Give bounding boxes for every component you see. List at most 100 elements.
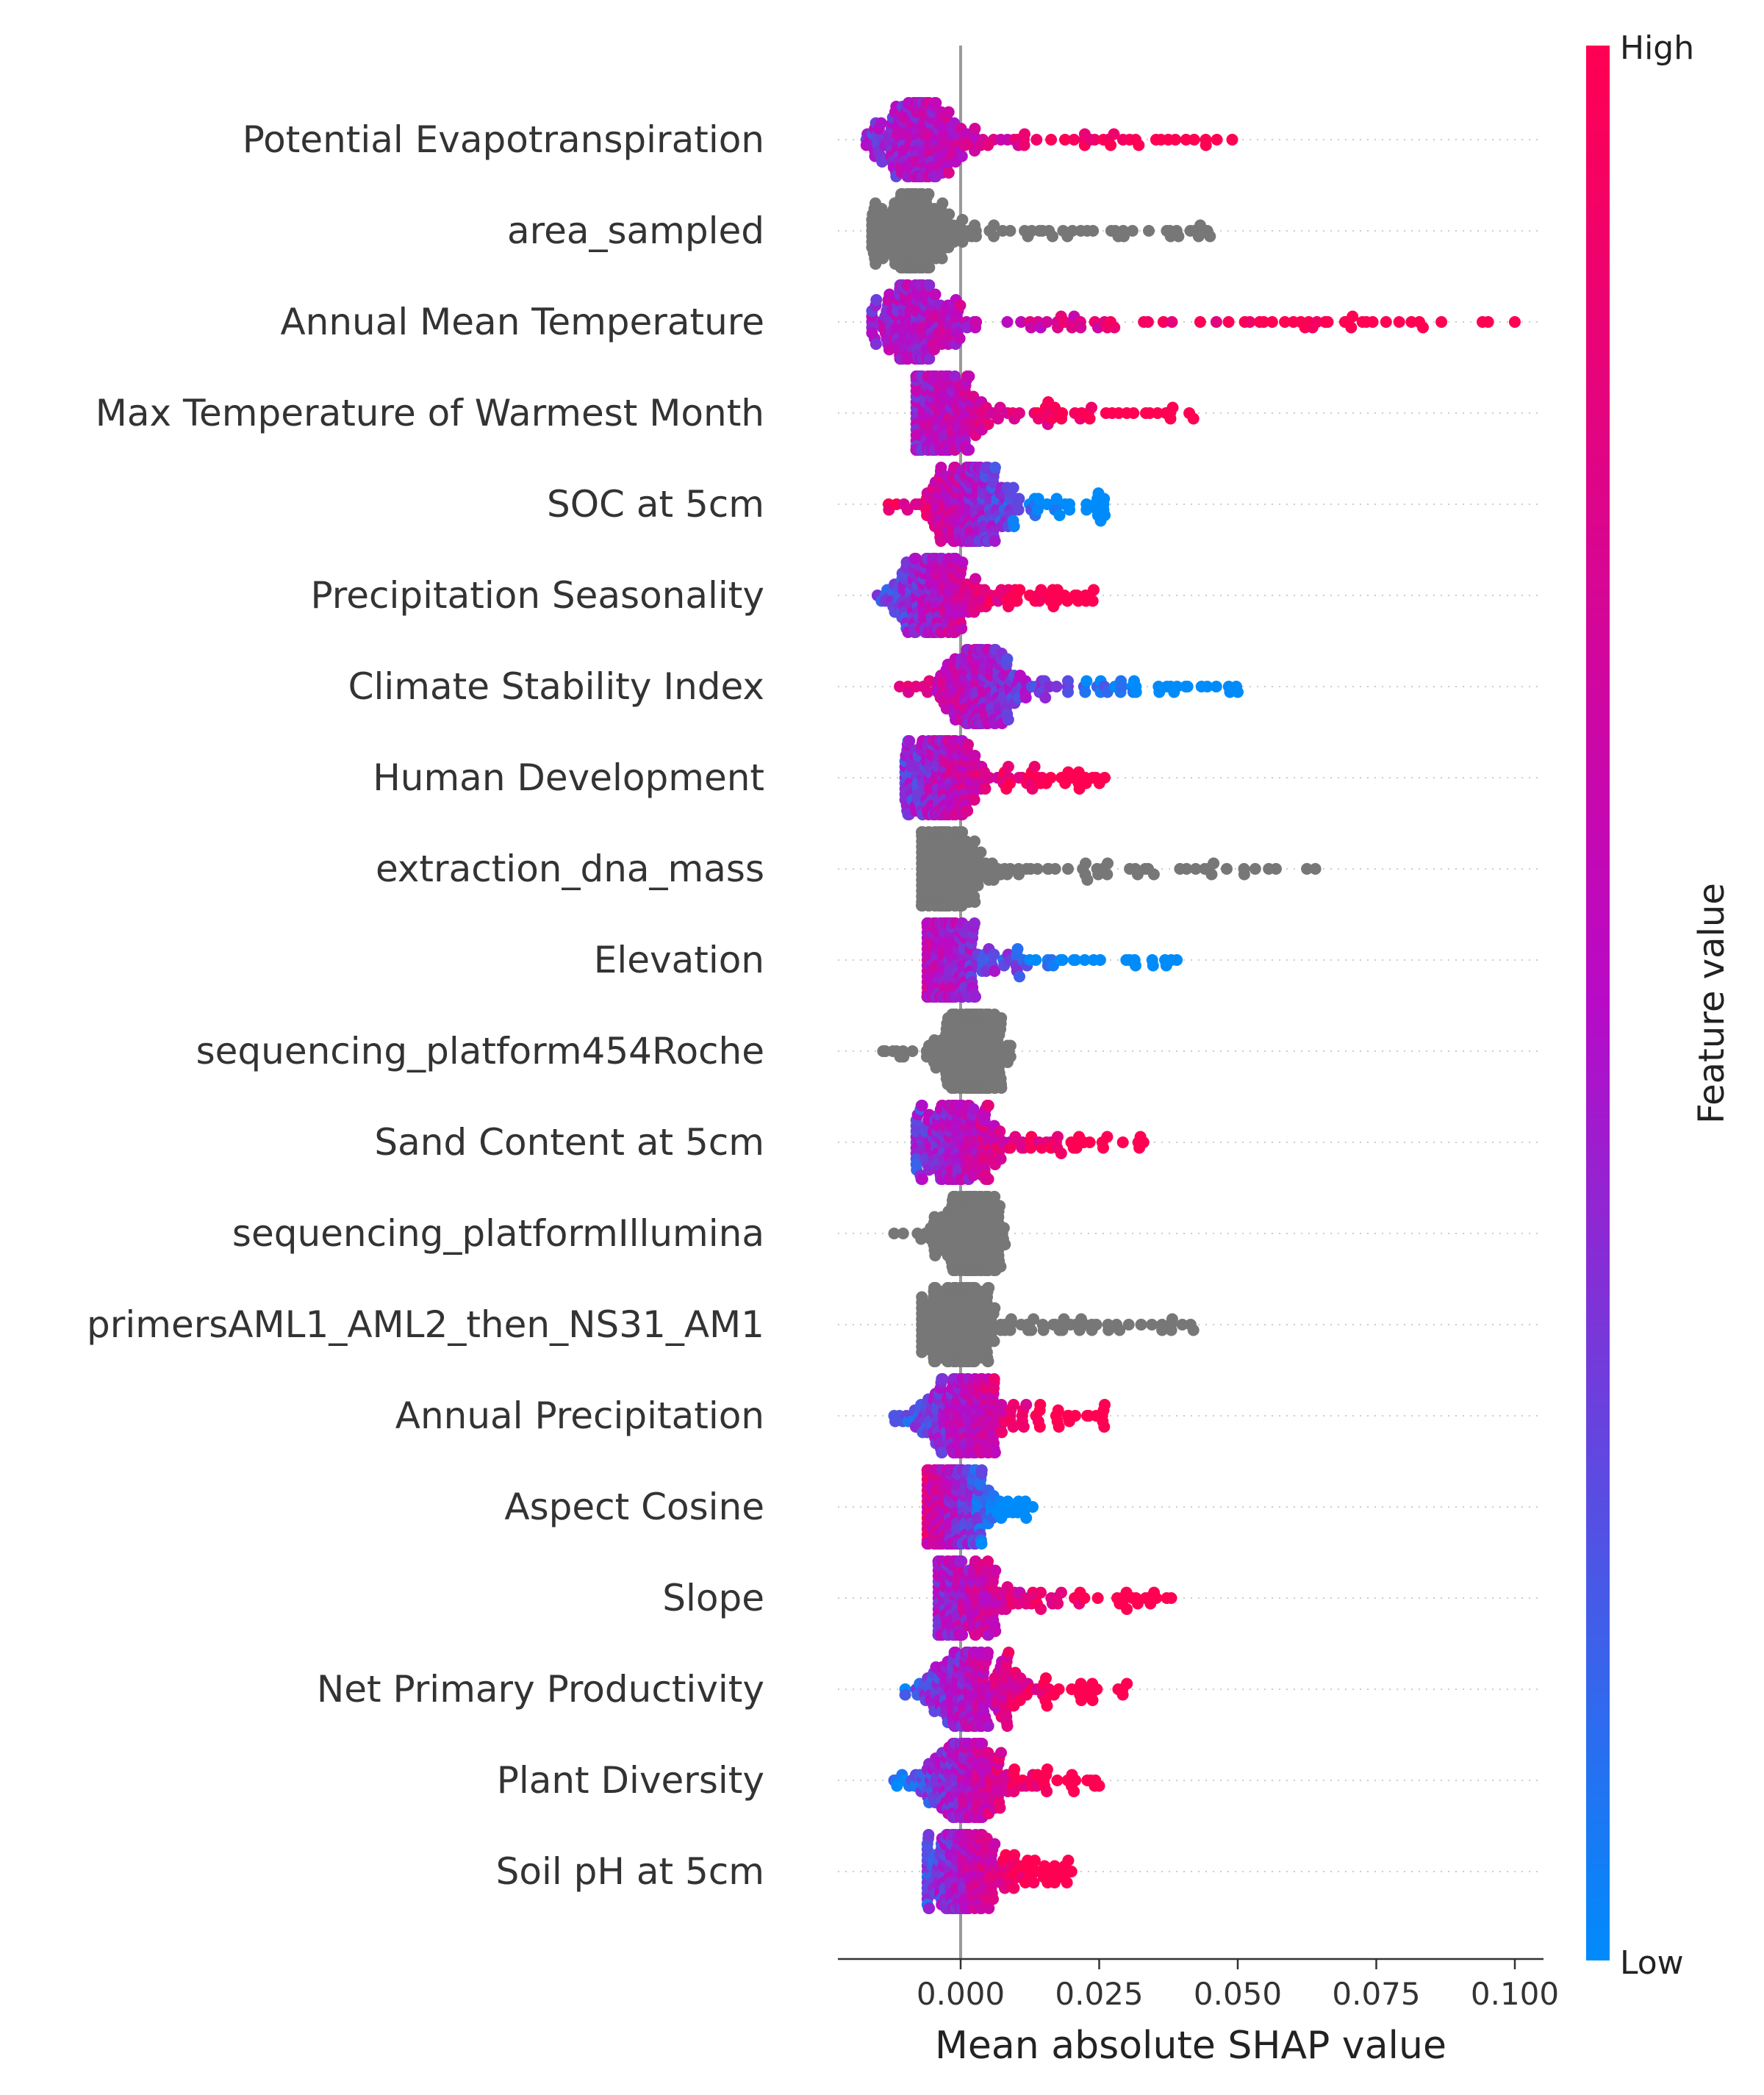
- shap-point: [1068, 134, 1080, 146]
- shap-point: [923, 262, 936, 273]
- shap-point: [982, 418, 994, 430]
- shap-point: [995, 1082, 1008, 1094]
- shap-point: [1116, 1136, 1129, 1148]
- shap-point: [1127, 407, 1140, 419]
- shap-point: [997, 1222, 1010, 1234]
- shap-point: [1226, 134, 1238, 146]
- shap-point: [962, 739, 974, 751]
- shap-point: [1166, 316, 1178, 328]
- shap-point: [883, 343, 895, 356]
- shap-point: [956, 214, 969, 226]
- shap-point: [1089, 134, 1101, 146]
- shap-point: [992, 412, 1004, 425]
- shap-point: [1008, 1882, 1020, 1894]
- shap-point: [1322, 316, 1334, 328]
- shap-point: [1001, 1720, 1014, 1732]
- shap-point: [943, 208, 956, 221]
- shap-point: [994, 1153, 1007, 1165]
- shap-point: [1311, 316, 1323, 328]
- shap-point: [1051, 1775, 1064, 1786]
- shap-point: [929, 288, 942, 301]
- shap-point: [870, 294, 883, 306]
- shap-point: [1033, 595, 1045, 607]
- shap-point: [982, 1647, 994, 1658]
- shap-point: [1221, 863, 1233, 875]
- shap-point: [1150, 1592, 1163, 1604]
- shap-point: [1055, 1586, 1067, 1599]
- shap-point: [1019, 692, 1032, 703]
- shap-point: [1066, 321, 1078, 334]
- shap-point: [1151, 407, 1164, 419]
- shap-point: [969, 896, 981, 908]
- shap-point: [969, 573, 982, 585]
- shap-point: [1017, 1421, 1030, 1433]
- shap-point: [996, 1426, 1008, 1439]
- shap-point: [923, 353, 936, 365]
- shap-point: [1188, 134, 1200, 146]
- shap-point: [1012, 504, 1025, 516]
- shap-point: [1157, 316, 1169, 328]
- shap-point: [942, 106, 955, 118]
- shap-point: [1249, 863, 1261, 875]
- shap-point: [1008, 1849, 1021, 1861]
- shap-point: [989, 535, 1001, 547]
- shap-point: [982, 1555, 994, 1567]
- shap-point: [930, 97, 942, 109]
- shap-point: [1069, 1775, 1082, 1786]
- shap-point: [1050, 681, 1063, 692]
- shap-point: [1020, 1399, 1033, 1411]
- shap-point: [988, 219, 1000, 232]
- shap-point: [969, 991, 981, 1003]
- shap-point: [1062, 686, 1074, 698]
- shap-point: [968, 794, 980, 806]
- shap-point: [1099, 1399, 1111, 1411]
- shap-point: [1091, 1683, 1103, 1695]
- shap-point: [1091, 1592, 1104, 1604]
- shap-point: [956, 556, 969, 568]
- shap-point: [956, 623, 968, 634]
- shap-point: [1040, 1672, 1052, 1684]
- shap-point: [1116, 1688, 1129, 1701]
- shap-point: [1055, 1147, 1067, 1159]
- shap-point: [1041, 1700, 1053, 1712]
- shap-point: [1380, 316, 1392, 328]
- shap-point: [1194, 316, 1206, 328]
- shap-point: [1099, 509, 1111, 521]
- shap-point: [1014, 584, 1026, 596]
- shap-point: [1101, 1131, 1114, 1143]
- shap-point: [1097, 1142, 1109, 1154]
- shap-point: [1020, 1512, 1033, 1524]
- shap-point: [1108, 321, 1121, 334]
- shap-point: [975, 846, 987, 859]
- shap-point: [1083, 1136, 1096, 1148]
- shap-point: [1210, 681, 1222, 692]
- shap-point: [1192, 230, 1205, 243]
- shap-point: [1001, 316, 1014, 328]
- shap-point: [1166, 401, 1179, 414]
- shap-point: [1049, 863, 1061, 875]
- shap-point: [922, 686, 934, 698]
- shap-point: [1014, 970, 1025, 983]
- shap-point: [989, 1564, 1002, 1577]
- shap-point: [1093, 1780, 1105, 1792]
- shap-point: [994, 1802, 1006, 1814]
- shap-point: [1013, 493, 1025, 505]
- shap-point: [936, 1447, 948, 1458]
- shap-point: [1008, 520, 1020, 532]
- shap-point: [1238, 868, 1250, 881]
- shap-point: [1270, 863, 1282, 875]
- shap-point: [935, 462, 947, 473]
- shap-point: [1053, 1421, 1065, 1433]
- shap-point: [1064, 504, 1076, 516]
- shap-point: [1141, 316, 1154, 328]
- shap-point: [1035, 1586, 1047, 1599]
- shap-point: [1130, 959, 1141, 972]
- shap-point: [995, 1747, 1007, 1759]
- shap-point: [1056, 954, 1069, 966]
- shap-point: [969, 835, 980, 848]
- shap-point: [1033, 1421, 1046, 1433]
- shap-point: [949, 370, 961, 382]
- shap-point: [1018, 139, 1030, 151]
- shap-point: [1002, 714, 1014, 726]
